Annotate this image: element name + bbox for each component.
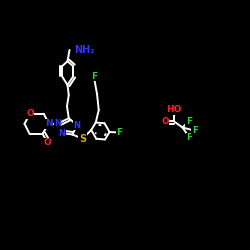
Text: F: F [192, 126, 198, 135]
Text: N: N [54, 119, 61, 128]
Text: O: O [161, 117, 169, 126]
Text: NH₂: NH₂ [74, 45, 94, 55]
Text: S: S [79, 134, 86, 144]
Text: F: F [91, 72, 97, 81]
Text: N: N [58, 128, 66, 138]
Text: F: F [116, 128, 122, 137]
Text: F: F [186, 117, 192, 126]
Text: HO: HO [166, 106, 182, 114]
Text: O: O [44, 138, 52, 147]
Text: F: F [186, 133, 192, 142]
Text: O: O [26, 109, 34, 118]
Text: N: N [45, 119, 52, 128]
Text: N: N [74, 120, 80, 130]
